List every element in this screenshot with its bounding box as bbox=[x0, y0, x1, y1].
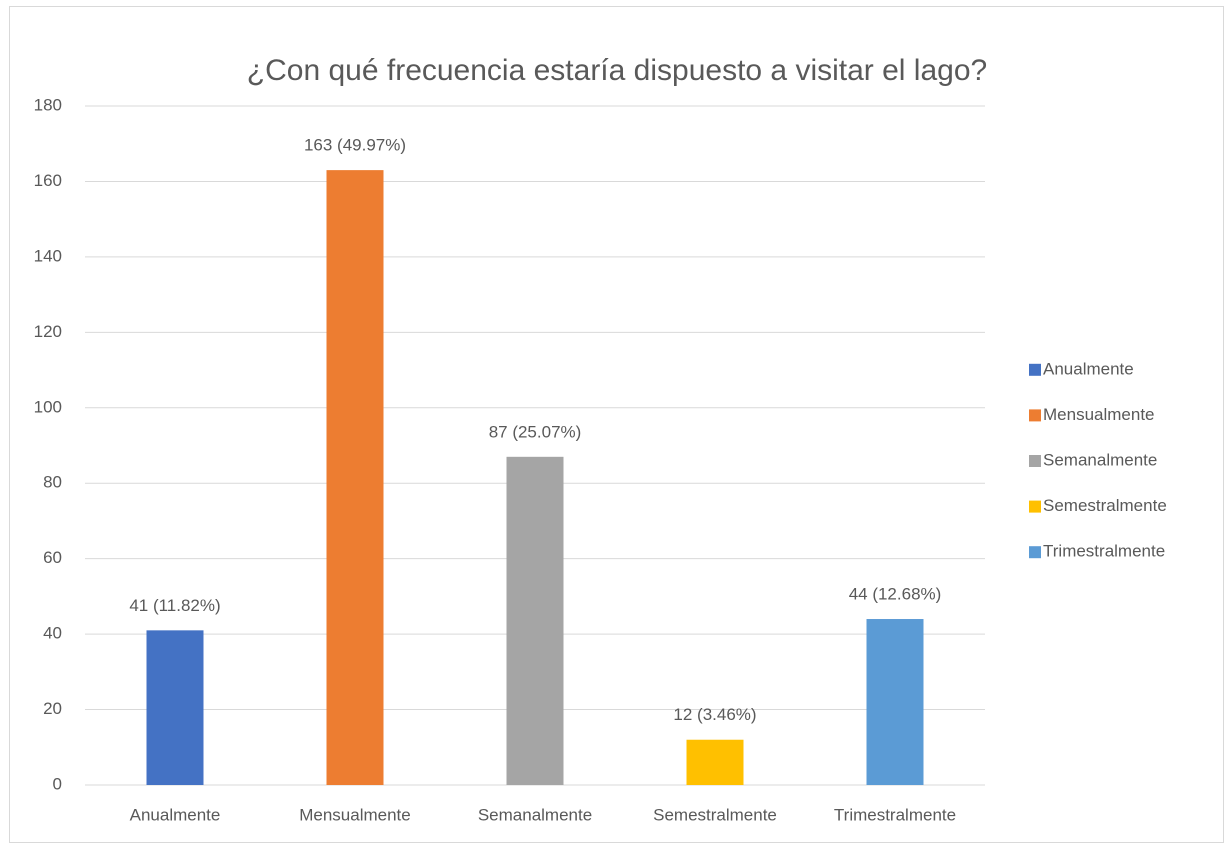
bar bbox=[866, 619, 924, 785]
y-tick-label: 100 bbox=[34, 397, 62, 416]
y-tick-label: 120 bbox=[34, 322, 62, 341]
legend-label: Anualmente bbox=[1043, 359, 1134, 378]
legend-label: Trimestralmente bbox=[1043, 542, 1165, 561]
legend-label: Semanalmente bbox=[1043, 450, 1157, 469]
y-tick-label: 20 bbox=[43, 699, 62, 718]
chart-border bbox=[9, 6, 1224, 843]
data-label: 44 (12.68%) bbox=[849, 585, 942, 604]
x-tick-label: Trimestralmente bbox=[834, 805, 956, 824]
x-tick-label: Mensualmente bbox=[299, 805, 411, 824]
data-label: 41 (11.82%) bbox=[129, 596, 220, 615]
y-tick-label: 160 bbox=[34, 171, 62, 190]
legend-swatch bbox=[1029, 363, 1041, 376]
y-tick-label: 40 bbox=[43, 624, 62, 643]
x-tick-label: Anualmente bbox=[130, 805, 221, 824]
data-label: 12 (3.46%) bbox=[673, 705, 756, 724]
data-label: 163 (49.97%) bbox=[304, 136, 406, 155]
legend-label: Mensualmente bbox=[1043, 405, 1155, 424]
y-tick-label: 140 bbox=[34, 246, 62, 265]
legend-swatch bbox=[1029, 409, 1041, 422]
y-tick-label: 80 bbox=[43, 473, 62, 492]
legend-swatch bbox=[1029, 546, 1041, 559]
bar bbox=[506, 456, 564, 785]
bar bbox=[146, 630, 204, 785]
y-tick-label: 60 bbox=[43, 548, 62, 567]
bar bbox=[326, 170, 384, 785]
x-tick-label: Semestralmente bbox=[653, 805, 777, 824]
legend-label: Semestralmente bbox=[1043, 496, 1167, 515]
data-label: 87 (25.07%) bbox=[489, 422, 582, 441]
y-tick-label: 180 bbox=[34, 95, 62, 114]
bar bbox=[686, 739, 744, 785]
chart-title: ¿Con qué frecuencia estaría dispuesto a … bbox=[247, 54, 987, 87]
y-tick-label: 0 bbox=[53, 774, 62, 793]
legend-swatch bbox=[1029, 455, 1041, 467]
x-tick-label: Semanalmente bbox=[478, 805, 592, 824]
legend-swatch bbox=[1029, 500, 1041, 513]
